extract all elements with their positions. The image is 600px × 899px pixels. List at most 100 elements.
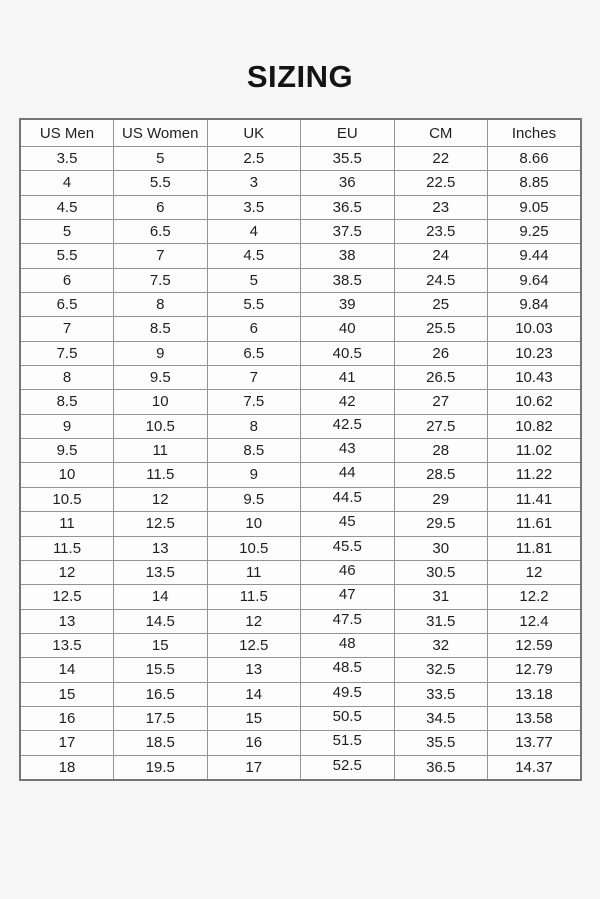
table-cell: 24.5 (393, 267, 488, 294)
table-cell: 30 (393, 535, 488, 561)
table-cell: 6.5 (206, 340, 301, 367)
table-cell: 51.5 (300, 730, 395, 756)
table-cell: 12 (487, 559, 582, 586)
table-cell: 11.22 (487, 462, 582, 488)
table-cell: 40 (300, 316, 395, 342)
table-cell: 41 (300, 365, 395, 391)
table-cell: 11.61 (487, 511, 582, 537)
table-row: 18 19.5 17 52.5 36.5 14.37 (19, 754, 582, 781)
table-cell: 23.5 (393, 219, 488, 245)
table-cell: 7 (206, 365, 301, 391)
column-header: Inches (487, 118, 582, 147)
table-row: 14 15.5 13 48.5 32.5 12.79 (19, 657, 582, 683)
table-cell: 35.5 (300, 145, 395, 172)
table-row: 7 8.5 6 40 25.5 10.03 (19, 316, 582, 342)
table-cell: 39 (300, 292, 395, 318)
table-cell: 38 (300, 243, 395, 269)
table-cell: 13 (113, 535, 208, 561)
column-header: US Men (19, 118, 114, 147)
table-cell: 10 (113, 389, 208, 415)
table-row: 8 9.5 7 41 26.5 10.43 (19, 365, 582, 391)
table-cell: 13.5 (113, 559, 208, 586)
table-cell: 30.5 (393, 559, 488, 586)
table-cell: 13.58 (487, 705, 582, 732)
table-cell: 14 (113, 584, 208, 610)
table-cell: 10.82 (487, 413, 582, 440)
table-cell: 22 (393, 145, 488, 172)
table-row: 10.5 12 9.5 44.5 29 11.41 (19, 486, 582, 513)
table-cell: 12.59 (487, 632, 582, 659)
table-cell: 3 (206, 170, 301, 196)
table-cell: 5 (113, 145, 208, 172)
table-cell: 25.5 (393, 316, 488, 342)
table-cell: 34.5 (393, 705, 488, 732)
table-cell: 10.5 (206, 535, 301, 561)
table-cell: 29.5 (393, 511, 488, 537)
table-cell: 17 (206, 754, 301, 781)
table-cell: 44 (300, 462, 395, 488)
table-cell: 42.5 (300, 413, 395, 440)
table-cell: 45.5 (300, 535, 395, 561)
table-cell: 33.5 (393, 681, 488, 707)
table-cell: 9.44 (487, 243, 582, 269)
table-cell: 35.5 (393, 730, 488, 756)
table-cell: 24 (393, 243, 488, 269)
table-row: 5.5 7 4.5 38 24 9.44 (19, 243, 582, 269)
table-cell: 12.4 (487, 608, 582, 634)
table-row: 7.5 9 6.5 40.5 26 10.23 (19, 340, 582, 367)
table-cell: 9.5 (19, 438, 114, 464)
table-cell: 9 (19, 413, 114, 440)
table-cell: 4.5 (19, 194, 114, 221)
table-cell: 12 (113, 486, 208, 513)
table-cell: 11.5 (113, 462, 208, 488)
table-cell: 7.5 (113, 267, 208, 294)
table-cell: 28 (393, 438, 488, 464)
table-cell: 12.5 (113, 511, 208, 537)
table-cell: 10.03 (487, 316, 582, 342)
table-cell: 9.64 (487, 267, 582, 294)
table-cell: 4 (206, 219, 301, 245)
table-cell: 47 (300, 584, 395, 610)
table-cell: 5 (206, 267, 301, 294)
sizing-table-header: US Men US Women UK EU CM Inches (19, 118, 582, 147)
table-cell: 43 (300, 438, 395, 464)
table-cell: 50.5 (300, 705, 395, 732)
table-cell: 52.5 (300, 754, 395, 781)
table-row: 5 6.5 4 37.5 23.5 9.25 (19, 219, 582, 245)
table-cell: 48.5 (300, 657, 395, 683)
table-row: 15 16.5 14 49.5 33.5 13.18 (19, 681, 582, 707)
table-cell: 8.66 (487, 145, 582, 172)
table-cell: 4 (19, 170, 114, 196)
header-row: US Men US Women UK EU CM Inches (19, 118, 582, 147)
table-cell: 11 (113, 438, 208, 464)
table-cell: 11.5 (19, 535, 114, 561)
table-cell: 5.5 (206, 292, 301, 318)
table-cell: 11 (19, 511, 114, 537)
table-cell: 13 (19, 608, 114, 634)
table-cell: 31 (393, 584, 488, 610)
table-cell: 14 (206, 681, 301, 707)
table-cell: 8 (113, 292, 208, 318)
table-cell: 16 (206, 730, 301, 756)
table-cell: 8.5 (19, 389, 114, 415)
table-cell: 10.62 (487, 389, 582, 415)
table-cell: 8 (19, 365, 114, 391)
table-cell: 10.5 (19, 486, 114, 513)
table-cell: 7.5 (19, 340, 114, 367)
table-cell: 11.41 (487, 486, 582, 513)
table-cell: 9.05 (487, 194, 582, 221)
table-row: 13.5 15 12.5 48 32 12.59 (19, 632, 582, 659)
table-cell: 15 (206, 705, 301, 732)
table-cell: 10.43 (487, 365, 582, 391)
table-cell: 16.5 (113, 681, 208, 707)
table-cell: 44.5 (300, 486, 395, 513)
table-cell: 13.77 (487, 730, 582, 756)
table-cell: 12 (206, 608, 301, 634)
table-cell: 48 (300, 632, 395, 659)
table-cell: 13.18 (487, 681, 582, 707)
table-cell: 26 (393, 340, 488, 367)
table-cell: 5 (19, 219, 114, 245)
table-row: 11 12.5 10 45 29.5 11.61 (19, 511, 582, 537)
table-cell: 27.5 (393, 413, 488, 440)
table-cell: 13.5 (19, 632, 114, 659)
